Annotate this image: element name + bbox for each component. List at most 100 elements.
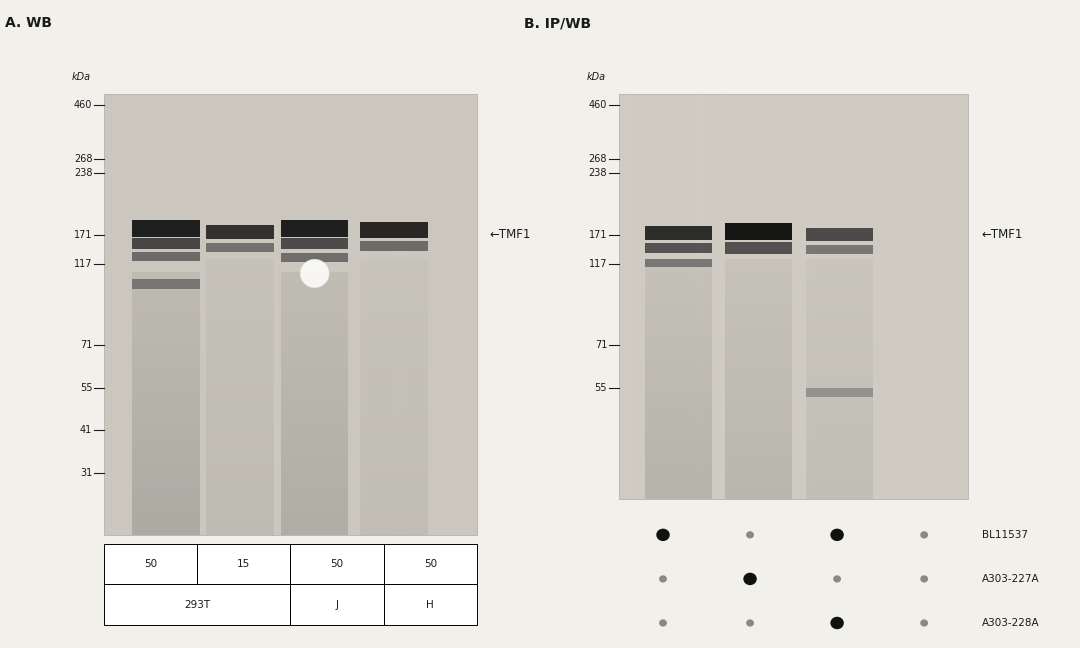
Bar [132,439,200,447]
Bar [241,94,246,535]
Bar [725,323,793,331]
Text: 171: 171 [589,229,607,240]
Bar [334,94,340,535]
Bar [365,94,372,535]
Bar [799,94,806,499]
Text: 71: 71 [595,340,607,350]
Bar [620,94,625,499]
Bar [361,461,428,470]
Bar [110,94,117,535]
Bar [725,379,793,387]
Bar [725,347,793,355]
Bar [281,456,349,465]
Bar [794,94,799,499]
Bar [132,325,200,334]
Bar [206,424,273,434]
Bar [234,94,241,535]
Bar [645,375,712,382]
Bar [458,94,464,535]
Bar [361,268,428,277]
Bar [645,460,712,468]
Bar [645,390,712,398]
Bar [962,94,968,499]
Bar [806,245,874,253]
Bar [361,397,428,406]
Bar [361,388,428,397]
Bar [361,526,428,535]
Bar [645,351,712,359]
Bar [206,268,273,277]
Bar [361,259,428,268]
Bar [806,411,874,419]
Text: A303-228A: A303-228A [982,618,1039,628]
Bar [297,94,302,535]
Text: 293T: 293T [184,599,210,610]
Bar [104,584,291,625]
Bar [777,94,782,499]
Bar [281,430,349,439]
Bar [725,451,793,459]
Bar [132,430,200,439]
Ellipse shape [833,575,841,583]
Bar [806,371,874,379]
Bar [806,275,874,283]
Bar [645,328,712,336]
Text: ←TMF1: ←TMF1 [490,228,531,241]
Bar [132,279,200,289]
Bar [741,94,747,499]
Bar [806,323,874,331]
Ellipse shape [920,575,928,583]
Bar [281,307,349,316]
Bar [197,94,203,535]
Bar [284,94,291,535]
Bar [206,406,273,415]
Bar [281,447,349,456]
Bar [141,94,147,535]
Bar [408,94,415,535]
Bar [281,517,349,526]
Bar [361,498,428,507]
Bar [361,222,428,238]
Bar [281,412,349,421]
Bar [645,312,712,320]
Bar [806,467,874,475]
Text: A. WB: A. WB [5,16,52,30]
Bar [645,445,712,452]
Text: 50: 50 [423,559,436,570]
Bar [782,94,787,499]
Bar [645,437,712,445]
Bar [281,351,349,360]
Bar [104,94,477,535]
Bar [132,508,200,517]
Bar [645,476,712,483]
Bar [132,395,200,403]
Bar [464,94,471,535]
Bar [806,283,874,291]
Bar [706,94,713,499]
Bar [383,94,390,535]
Bar [654,94,660,499]
Bar [648,94,654,499]
Bar [645,343,712,351]
Bar [625,94,631,499]
Bar [206,470,273,480]
Bar [135,94,141,535]
Bar [221,94,228,535]
Bar [206,397,273,406]
Bar [383,544,477,584]
Text: 41: 41 [80,425,92,435]
Bar [259,94,266,535]
Bar [206,378,273,388]
Bar [206,434,273,443]
Bar [415,94,421,535]
Bar [361,286,428,296]
Ellipse shape [300,259,329,288]
Bar [660,94,666,499]
Bar [645,491,712,499]
Bar [927,94,933,499]
Bar [453,94,458,535]
Bar [725,331,793,339]
Bar [132,456,200,465]
Bar [725,267,793,275]
Bar [132,386,200,395]
